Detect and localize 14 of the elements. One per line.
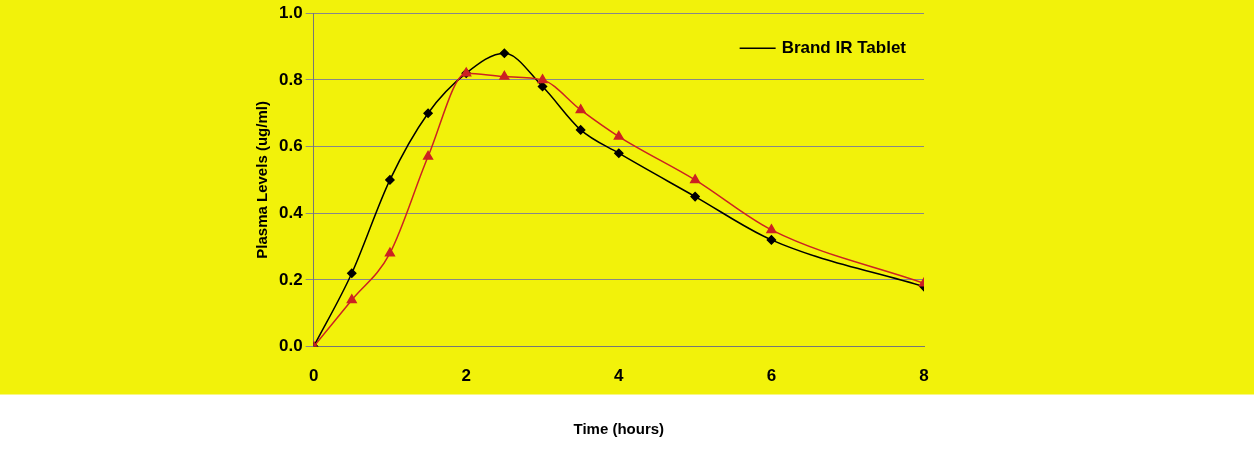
legend-label: Brand IR Tablet (781, 37, 907, 57)
y-axis-title: Plasma Levels (ug/ml) (253, 101, 271, 259)
x-axis-title: Time (hours) (573, 420, 665, 438)
x-tick-label: 2 (461, 366, 471, 386)
y-tick-label: 0.2 (278, 269, 303, 289)
x-tick-label: 0 (308, 366, 319, 386)
x-tick-label: 4 (614, 366, 625, 386)
y-tick-label: 1.0 (278, 2, 303, 22)
x-tick-label: 6 (766, 366, 777, 386)
y-tick-label: 0.4 (278, 202, 304, 222)
x-tick-label: 8 (919, 366, 929, 386)
y-tick-label: 0.6 (278, 136, 303, 156)
y-tick-label: 0.8 (278, 69, 303, 89)
y-tick-label: 0.0 (278, 336, 303, 356)
